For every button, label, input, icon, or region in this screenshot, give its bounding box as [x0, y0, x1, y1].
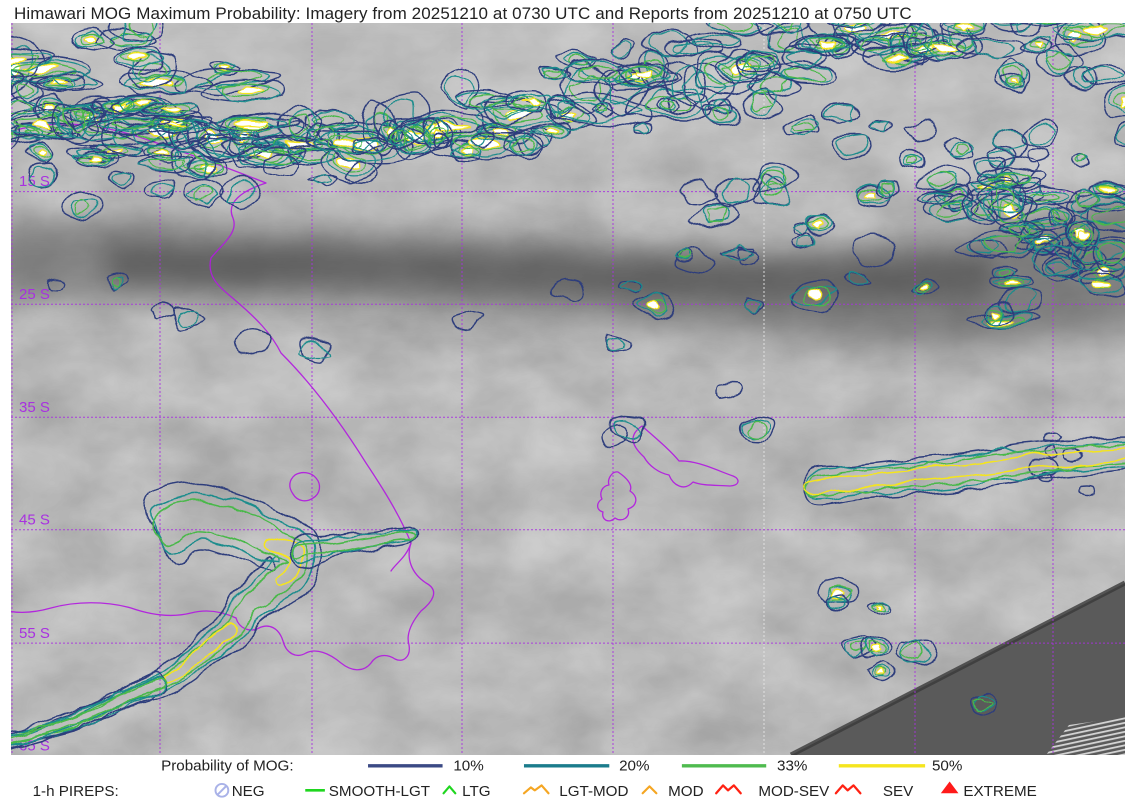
- svg-text:10%: 10%: [453, 758, 483, 775]
- svg-text:EXTREME: EXTREME: [963, 783, 1036, 800]
- svg-text:SMOOTH-LGT: SMOOTH-LGT: [329, 783, 430, 800]
- svg-text:50%: 50%: [932, 758, 962, 775]
- svg-text:MOD: MOD: [668, 783, 703, 800]
- svg-text:NEG: NEG: [232, 783, 265, 800]
- svg-text:Probability of MOG:: Probability of MOG:: [161, 758, 294, 775]
- svg-text:SEV: SEV: [883, 783, 914, 800]
- svg-text:LTG: LTG: [462, 783, 490, 800]
- svg-text:MOD-SEV: MOD-SEV: [758, 783, 830, 800]
- svg-text:33%: 33%: [777, 758, 807, 775]
- svg-text:20%: 20%: [619, 758, 649, 775]
- svg-text:LGT-MOD: LGT-MOD: [559, 783, 628, 800]
- svg-text:1-h PIREPS:: 1-h PIREPS:: [33, 783, 119, 800]
